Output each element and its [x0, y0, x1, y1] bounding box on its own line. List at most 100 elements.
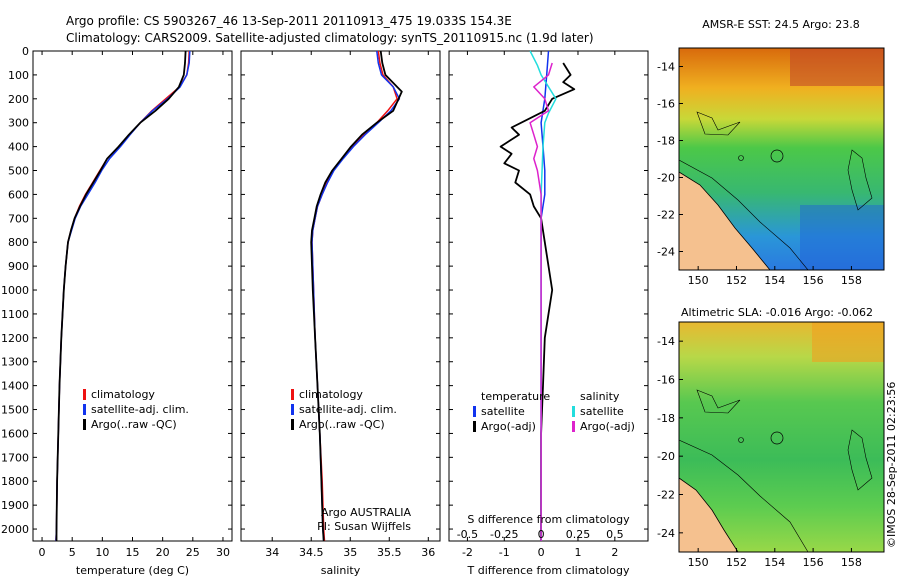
salinity-legend-label: climatology: [299, 388, 363, 401]
salinity-xtick-label: 35.5: [377, 546, 402, 559]
depth-tick-label: 600: [8, 188, 29, 201]
difference-top-tick-label: -0.25: [490, 528, 518, 541]
difference-legend-swatch: [572, 421, 575, 432]
difference-legend-label: Argo(-adj): [580, 420, 635, 433]
salinity-series-argo: [310, 50, 403, 542]
temperature-xtick-label: 30: [216, 546, 230, 559]
sst-warm-core: [790, 48, 884, 86]
sla-reef-contour-1: [696, 389, 741, 414]
salinity-legend-swatch: [291, 419, 294, 430]
sla-seamount-marker: [770, 431, 784, 445]
temperature-xtick-label: 20: [156, 546, 170, 559]
difference-top-tick-label: 0.5: [606, 528, 624, 541]
sla_map-ytick-label: -22: [657, 489, 675, 502]
difference-xtick-label: 2: [611, 546, 618, 559]
difference-legend-swatch: [473, 421, 476, 432]
sst-island-marker: [738, 155, 744, 161]
temperature-xtick-label: 10: [95, 546, 109, 559]
temperature-series-argo: [55, 50, 187, 541]
sla_map-xtick-label: 158: [841, 556, 862, 569]
figure-title-line1: Argo profile: CS 5903267_46 13-Sep-2011 …: [66, 14, 512, 28]
sst_map-xtick-label: 154: [764, 274, 785, 287]
sst-seamount-marker: [770, 149, 784, 163]
difference-panel: -2 -1 0 1 2 T difference from climatology temp…: [448, 50, 649, 577]
sla_map-xtick-label: 152: [726, 556, 747, 569]
sst_map-ytick-label: -20: [657, 172, 675, 185]
difference-top-xlabel: S difference from climatology: [467, 513, 630, 526]
difference-legend-group-title: temperature: [481, 390, 550, 403]
sst-reef-contour-1: [696, 111, 741, 136]
temperature-xlabel: temperature (deg C): [76, 564, 189, 577]
sla-high-corner: [812, 322, 884, 362]
depth-tick-label: 200: [8, 93, 29, 106]
depth-tick-label: 0: [22, 45, 29, 58]
difference-xlabel: T difference from climatology: [467, 564, 630, 577]
sst_map-ytick-label: -24: [657, 246, 675, 259]
sst_map-xtick-label: 150: [688, 274, 709, 287]
salinity-annotation: Argo AUSTRALIA: [321, 506, 411, 519]
sla-land-mass: [679, 477, 739, 552]
difference-series-argo: [499, 62, 576, 541]
sst_map-ytick-label: -22: [657, 209, 675, 222]
depth-tick-label: 1400: [1, 380, 29, 393]
sst_map-xtick-label: 158: [841, 274, 862, 287]
depth-tick-label: 800: [8, 236, 29, 249]
sla_map-xtick-label: 154: [764, 556, 785, 569]
sst-land-mass: [679, 171, 771, 270]
sla-reef-contour-2: [847, 429, 873, 491]
sst-eastern-cool-patch: [800, 205, 884, 270]
difference-legend-swatch: [473, 406, 476, 417]
sst_map-xtick-label: 156: [803, 274, 824, 287]
depth-tick-label: 1600: [1, 427, 29, 440]
difference-series-sal_argo: [529, 62, 553, 541]
depth-tick-label: 400: [8, 141, 29, 154]
depth-tick-label: 1200: [1, 332, 29, 345]
sla_map-ytick-label: -18: [657, 412, 675, 425]
depth-tick-label: 1100: [1, 308, 29, 321]
sst-map-title: AMSR-E SST: 24.5 Argo: 23.8: [702, 18, 860, 31]
temperature-xtick-label: 5: [69, 546, 76, 559]
temperature-legend-swatch: [83, 419, 86, 430]
figure-title-line2: Climatology: CARS2009. Satellite-adjuste…: [66, 31, 594, 45]
salinity-legend-swatch: [291, 404, 294, 415]
salinity-xtick-label: 34.5: [299, 546, 324, 559]
sla_map-xtick-label: 156: [803, 556, 824, 569]
difference-legend-label: Argo(-adj): [481, 420, 536, 433]
difference-xtick-label: 0: [538, 546, 545, 559]
sla-island-marker: [738, 437, 744, 443]
sla_map-ytick-label: -14: [657, 335, 675, 348]
temperature-legend-swatch: [83, 404, 86, 415]
difference-xtick-label: 1: [574, 546, 581, 559]
depth-tick-label: 300: [8, 117, 29, 130]
difference-series-sal_satellite: [529, 50, 557, 541]
difference-legend-label: satellite: [580, 405, 624, 418]
depth-tick-label: 500: [8, 165, 29, 178]
depth-tick-label: 700: [8, 212, 29, 225]
temperature-legend-label: satellite-adj. clim.: [91, 403, 189, 416]
depth-tick-label: 1300: [1, 356, 29, 369]
temperature-legend-label: climatology: [91, 388, 155, 401]
sst-map-panel: AMSR-E SST: 24.5 Argo: 23.8 150 152 154 156…: [657, 18, 885, 287]
sla_map-ytick-label: -20: [657, 450, 675, 463]
salinity-xtick-label: 34: [265, 546, 279, 559]
salinity-legend-label: Argo(..raw -QC): [299, 418, 385, 431]
sst_map-xtick-label: 152: [726, 274, 747, 287]
difference-top-tick-label: 0: [538, 528, 545, 541]
sla-map-frame: [678, 321, 885, 553]
salinity-legend-label: satellite-adj. clim.: [299, 403, 397, 416]
temperature-legend-swatch: [83, 389, 86, 400]
temperature-legend-label: Argo(..raw -QC): [91, 418, 177, 431]
salinity-legend-swatch: [291, 389, 294, 400]
salinity-frame: [240, 50, 441, 542]
temperature-panel: 0100200300400500600700800900100011001200…: [1, 45, 233, 577]
difference-top-tick-label: 0.25: [566, 528, 591, 541]
sst-depth-contour: [679, 159, 809, 270]
difference-xtick-label: -1: [499, 546, 510, 559]
sst_map-ytick-label: -18: [657, 135, 675, 148]
depth-tick-label: 1500: [1, 404, 29, 417]
difference-legend-group-title: salinity: [580, 390, 620, 403]
sla_map-ytick-label: -16: [657, 374, 675, 387]
salinity-xlabel: salinity: [321, 564, 361, 577]
difference-legend-label: satellite: [481, 405, 525, 418]
sla-map-panel: Altimetric SLA: -0.016 Argo: -0.062 150 1…: [657, 306, 885, 569]
